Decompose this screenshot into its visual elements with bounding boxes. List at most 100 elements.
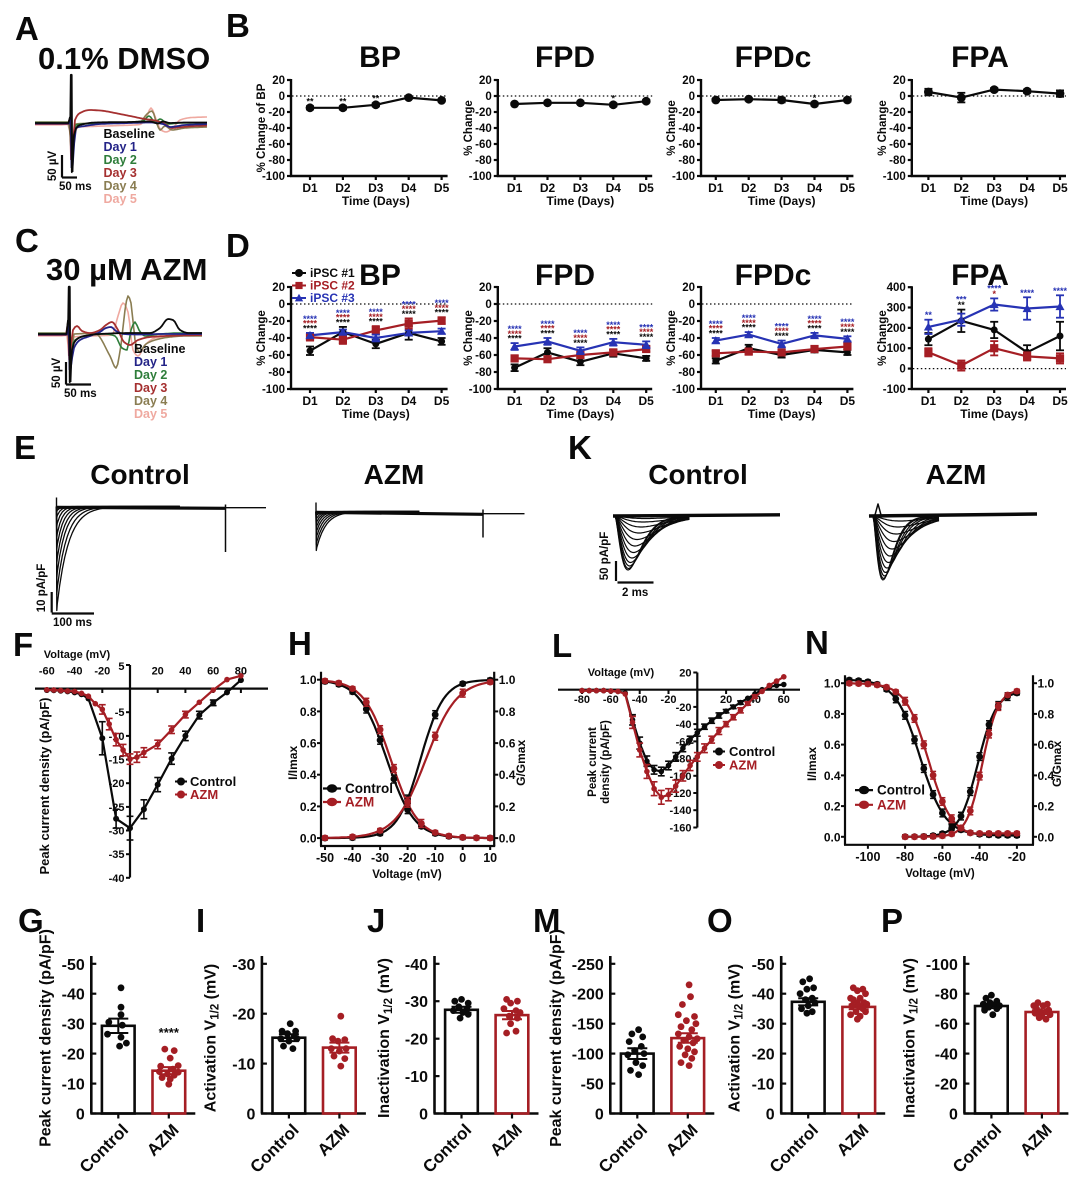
svg-text:10: 10: [483, 851, 497, 865]
svg-text:-100: -100: [855, 850, 880, 864]
svg-text:Voltage (mV): Voltage (mV): [905, 868, 975, 880]
svg-text:Time (Days): Time (Days): [748, 407, 816, 421]
svg-text:0: 0: [689, 91, 695, 103]
svg-text:BP: BP: [359, 41, 401, 74]
svg-text:D4: D4: [401, 394, 417, 408]
svg-text:-20: -20: [232, 1007, 255, 1024]
svg-text:Control: Control: [76, 1120, 132, 1176]
svg-text:****: ****: [573, 338, 588, 348]
svg-text:G: G: [18, 902, 44, 939]
svg-text:****: ****: [807, 314, 822, 324]
svg-text:0: 0: [419, 1107, 428, 1124]
svg-text:O: O: [707, 902, 733, 939]
svg-text:D4: D4: [1019, 394, 1035, 408]
svg-text:% Change: % Change: [256, 310, 268, 366]
svg-text:% Change: % Change: [877, 100, 889, 156]
svg-text:D4: D4: [606, 181, 622, 195]
svg-text:Time (Days): Time (Days): [748, 194, 816, 208]
svg-text:-60: -60: [39, 666, 55, 678]
svg-text:*: *: [612, 94, 616, 104]
svg-text:****: ****: [435, 308, 450, 318]
svg-text:20: 20: [893, 75, 906, 87]
svg-text:200: 200: [887, 323, 906, 335]
svg-text:0.2: 0.2: [300, 800, 317, 814]
svg-text:****: ****: [336, 308, 351, 318]
svg-text:-140: -140: [669, 805, 691, 817]
svg-text:-40: -40: [678, 123, 695, 135]
svg-text:A: A: [15, 10, 39, 47]
svg-text:-35: -35: [109, 849, 125, 861]
svg-text:****: ****: [435, 298, 450, 308]
svg-text:5: 5: [118, 661, 124, 673]
svg-text:Day 1: Day 1: [104, 140, 137, 154]
svg-text:-40: -40: [678, 333, 695, 345]
svg-text:****: ****: [303, 319, 318, 329]
svg-text:-160: -160: [669, 823, 691, 835]
svg-text:-20: -20: [1008, 850, 1026, 864]
svg-text:Time (Days): Time (Days): [546, 407, 614, 421]
svg-text:D2: D2: [335, 394, 351, 408]
svg-text:-20: -20: [405, 1032, 428, 1049]
svg-text:Time (Days): Time (Days): [960, 194, 1028, 208]
svg-text:D3: D3: [573, 181, 589, 195]
svg-text:Voltage (mV): Voltage (mV): [44, 649, 111, 661]
svg-text:Control: Control: [877, 783, 925, 798]
svg-text:-100: -100: [926, 957, 958, 974]
svg-text:-25: -25: [109, 802, 125, 814]
svg-text:-80: -80: [678, 155, 695, 167]
svg-text:-10: -10: [426, 851, 444, 865]
svg-text:AZM: AZM: [364, 459, 425, 490]
svg-text:****: ****: [508, 324, 523, 334]
svg-text:****: ****: [336, 317, 351, 327]
svg-text:Baseline: Baseline: [104, 127, 155, 141]
svg-text:0.2: 0.2: [499, 800, 516, 814]
svg-text:-80: -80: [475, 367, 492, 379]
svg-text:****: ****: [369, 307, 384, 317]
svg-text:D1: D1: [921, 394, 937, 408]
svg-text:-100: -100: [469, 384, 492, 396]
svg-text:50 ms: 50 ms: [59, 181, 92, 193]
svg-text:D2: D2: [540, 181, 556, 195]
svg-text:-40: -40: [268, 123, 285, 135]
svg-text:20: 20: [479, 282, 492, 294]
svg-text:D: D: [226, 227, 250, 264]
svg-text:AZM: AZM: [1016, 1120, 1055, 1159]
svg-text:Control: Control: [247, 1120, 303, 1176]
svg-text:N: N: [805, 624, 829, 661]
svg-text:-5: -5: [115, 707, 125, 719]
svg-text:0.8: 0.8: [499, 705, 516, 719]
svg-text:-40: -40: [935, 1047, 958, 1064]
svg-text:Baseline: Baseline: [134, 342, 185, 356]
svg-text:Day 5: Day 5: [134, 407, 167, 421]
svg-text:****: ****: [709, 329, 724, 339]
svg-text:20: 20: [679, 668, 691, 680]
svg-text:Day 4: Day 4: [104, 179, 137, 193]
svg-text:****: ****: [742, 323, 757, 333]
svg-text:D5: D5: [639, 181, 655, 195]
svg-text:M: M: [533, 902, 561, 939]
svg-text:****: ****: [540, 329, 555, 339]
svg-text:-80: -80: [678, 367, 695, 379]
svg-text:AZM: AZM: [833, 1120, 872, 1159]
svg-text:-60: -60: [268, 139, 285, 151]
svg-text:**: **: [372, 94, 380, 104]
svg-text:10 pA/pF: 10 pA/pF: [36, 564, 48, 613]
svg-text:80: 80: [235, 666, 247, 678]
svg-text:-50: -50: [62, 957, 85, 974]
svg-text:AZM: AZM: [662, 1120, 701, 1159]
svg-text:****: ****: [369, 317, 384, 327]
svg-text:% Change: % Change: [666, 310, 678, 366]
svg-text:-40: -40: [632, 694, 648, 706]
svg-text:AZM: AZM: [729, 758, 757, 773]
svg-text:****: ****: [402, 309, 417, 319]
svg-text:-10: -10: [752, 1077, 775, 1094]
svg-text:D2: D2: [954, 394, 970, 408]
svg-text:0.0: 0.0: [824, 830, 841, 844]
svg-text:D3: D3: [774, 181, 790, 195]
svg-text:***: ***: [956, 295, 967, 305]
svg-text:****: ****: [639, 327, 654, 337]
svg-text:0: 0: [899, 364, 905, 376]
svg-text:****: ****: [369, 312, 384, 322]
svg-text:Control: Control: [729, 744, 775, 759]
svg-text:Time (Days): Time (Days): [960, 407, 1028, 421]
